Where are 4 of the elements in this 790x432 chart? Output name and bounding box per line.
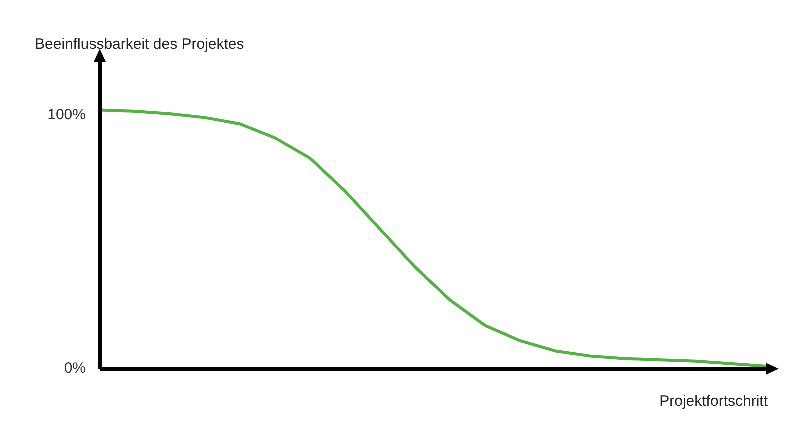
y-tick-label: 100% (48, 106, 86, 124)
y-tick-label: 0% (64, 360, 86, 378)
x-axis-title: Projektfortschritt (660, 393, 768, 410)
y-axis-title: Beeinflussbarkeit des Projektes (35, 36, 244, 53)
